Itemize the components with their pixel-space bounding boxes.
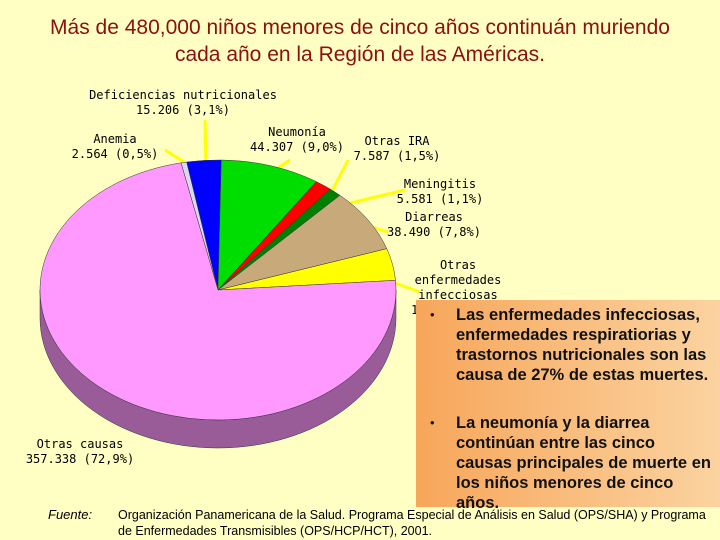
slice-name: Anemia (93, 132, 137, 146)
slice-label: Diarreas 38.490 (7,8%) (379, 210, 489, 240)
bullet-text: La neumonía y la diarrea continúan entre… (456, 414, 711, 512)
slice-name: Diarreas (405, 210, 463, 224)
pie-slice (39, 162, 397, 421)
bullet-text: Las enfermedades infecciosas, enfermedad… (456, 306, 709, 384)
text-box (416, 300, 720, 507)
slice-value: 44.307 (9,0%) (250, 140, 344, 154)
source: Organización Panamericana de la Salud. P… (118, 508, 706, 538)
slice-name: Otras causas (36, 437, 124, 451)
slice-value: 7.587 (1,5%) (353, 149, 441, 163)
slice-label: Otras causas 357.338 (72,9%) (10, 437, 150, 467)
slice-label: Deficiencias nutricionales 15.206 (3,1%) (83, 88, 283, 118)
slice-label: Otras IRA 7.587 (1,5%) (342, 134, 452, 164)
slice-label: Anemia 2.564 (0,5%) (55, 132, 175, 162)
slice-value: 357.338 (72,9%) (25, 452, 135, 466)
leader-line (328, 159, 350, 196)
leader-line (341, 188, 406, 207)
slice-value: 15.206 (3,1%) (136, 103, 230, 117)
leader-line (203, 119, 208, 166)
slice-value: 5.581 (1,1%) (396, 192, 484, 206)
source-label: Fuente: (48, 507, 93, 522)
slice-name: Otras IRA (364, 134, 430, 148)
slice-label: Neumonía 44.307 (9,0%) (237, 125, 357, 155)
slice-name: Meningitis (403, 177, 477, 191)
leader-line (391, 280, 421, 294)
slice-name: Otras enfermedades infecciosas (414, 258, 502, 302)
slice-label: Meningitis 5.581 (1,1%) (385, 177, 495, 207)
slice-name: Neumonía (268, 125, 326, 139)
slice-value: 2.564 (0,5%) (71, 147, 159, 161)
bullet: • Las enfermedades infecciosas, enfermeda… (430, 306, 709, 384)
slice-name: Deficiencias nutricionales (89, 88, 277, 102)
title: Más de 480,000 niños menores de cinco añ… (50, 16, 670, 66)
pie-slice (217, 159, 317, 291)
bullet: • La neumonía y la diarrea continúan entr… (430, 414, 711, 512)
slice-value: 38.490 (7,8%) (387, 225, 481, 239)
pie-tops (39, 159, 397, 421)
